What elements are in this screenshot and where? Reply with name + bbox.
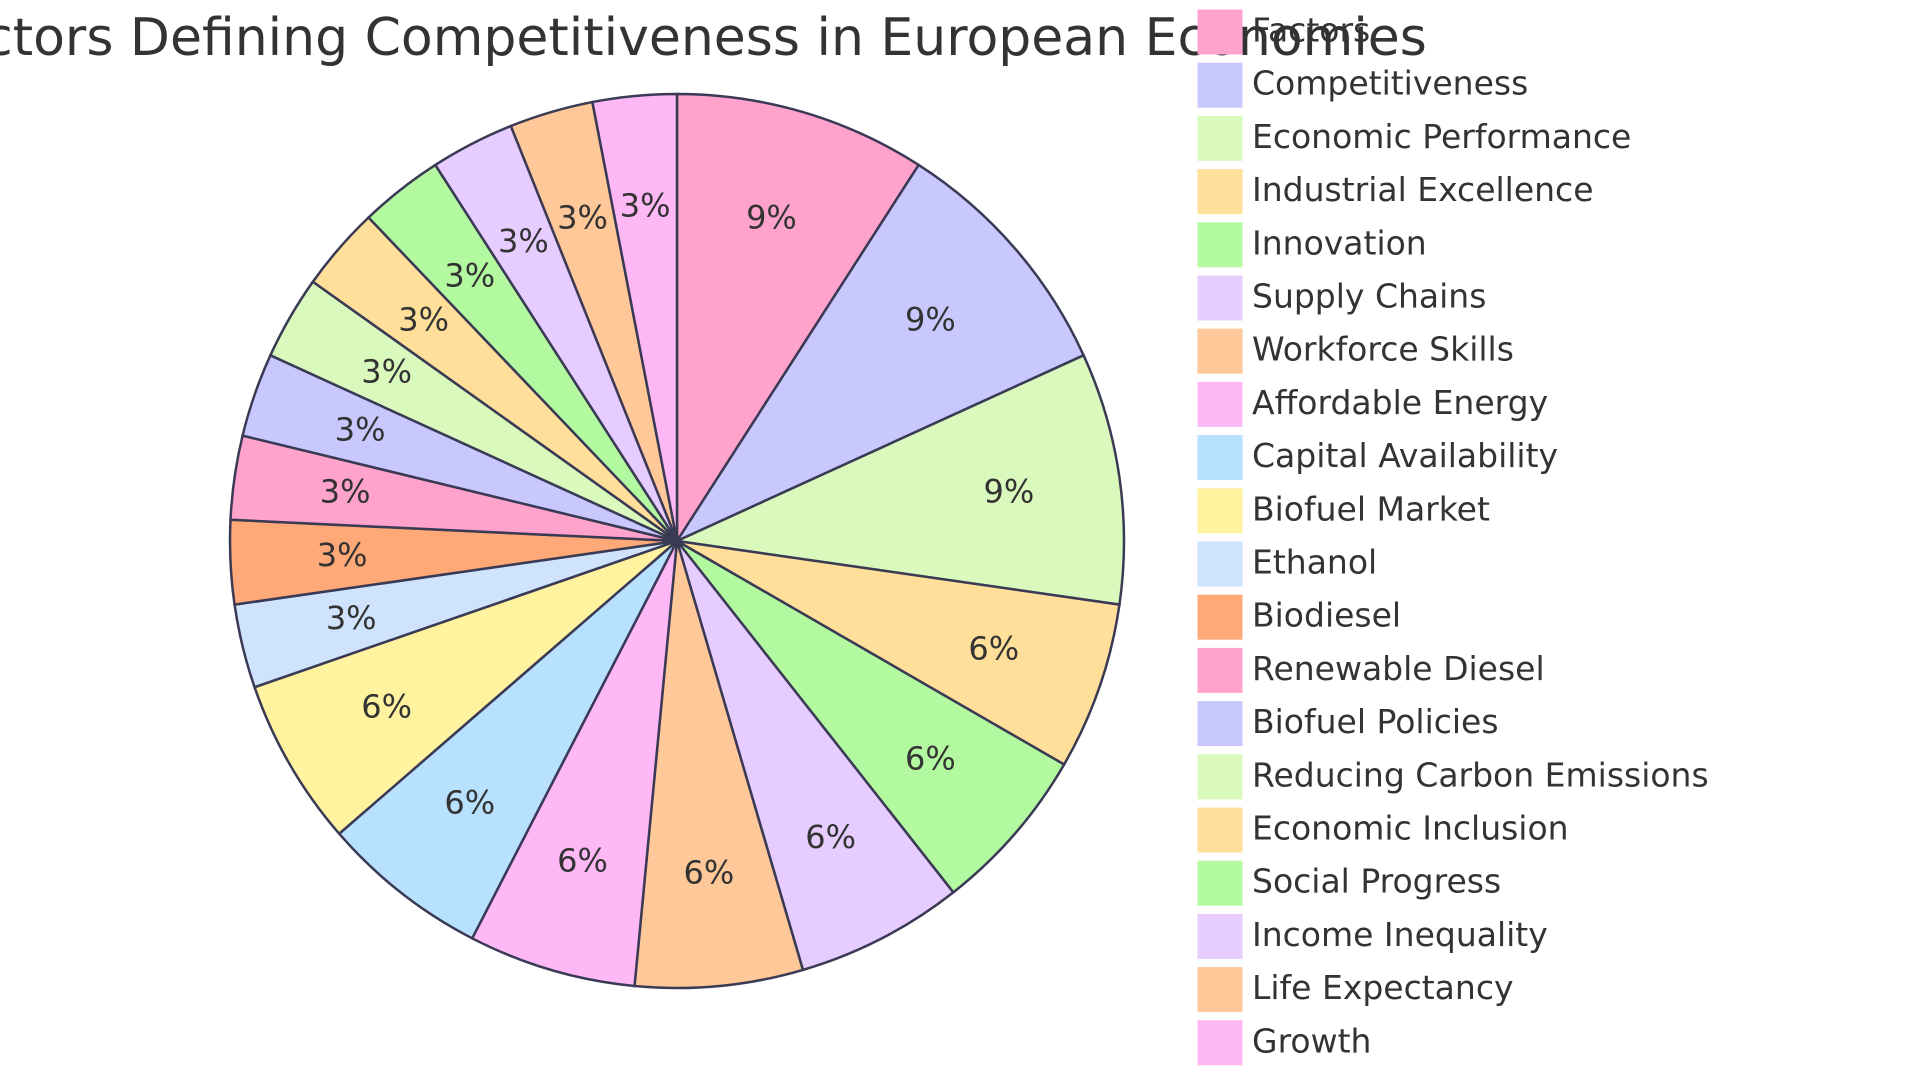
legend-label: Workforce Skills	[1252, 330, 1514, 369]
slice-label: 6%	[905, 740, 956, 778]
pie-slice	[675, 540, 956, 972]
legend-label: Social Progress	[1252, 862, 1501, 901]
legend-label: Innovation	[1252, 223, 1427, 262]
slice-label: 9%	[983, 472, 1034, 510]
legend-label: Industrial Excellence	[1252, 170, 1594, 209]
pie-slice	[590, 92, 679, 542]
slice-label: 6%	[683, 854, 734, 892]
slice-label: 6%	[805, 818, 856, 856]
legend-label: Growth	[1252, 1021, 1371, 1060]
legend-swatch	[1197, 860, 1243, 906]
legend-label: Renewable Diesel	[1252, 649, 1545, 688]
legend-swatch	[1197, 1020, 1243, 1066]
legend-swatch	[1197, 754, 1243, 800]
legend-label: Economic Performance	[1252, 117, 1631, 156]
legend-label: Reducing Carbon Emissions	[1252, 755, 1709, 794]
pie-slice	[673, 163, 1086, 544]
slice-label: 3%	[444, 256, 495, 294]
slice-label: 6%	[444, 784, 495, 822]
slice-label: 3%	[498, 222, 549, 260]
legend-label: Economic Inclusion	[1252, 809, 1569, 848]
legend-swatch	[1197, 169, 1243, 215]
legend-swatch	[1197, 275, 1243, 321]
legend-swatch	[1197, 115, 1243, 161]
legend-swatch	[1197, 435, 1243, 481]
slice-label: 9%	[905, 300, 956, 338]
pie-slice	[672, 353, 1126, 607]
pie-slice	[675, 92, 921, 546]
slice-label: 9%	[746, 198, 797, 236]
legend-label: Capital Availability	[1252, 436, 1558, 475]
legend-swatch	[1197, 541, 1243, 587]
slice-label: 3%	[361, 352, 412, 390]
slice-label: 3%	[320, 472, 371, 510]
legend-swatch	[1197, 62, 1243, 108]
legend-swatch	[1197, 913, 1243, 959]
pie-slice	[633, 540, 805, 990]
slice-label: 3%	[620, 186, 671, 224]
legend-label: Affordable Energy	[1252, 383, 1548, 422]
legend-swatch	[1197, 807, 1243, 853]
legend-swatch	[1197, 647, 1243, 693]
slice-label: 3%	[317, 536, 368, 574]
legend-swatch	[1197, 488, 1243, 534]
legend-label: Life Expectancy	[1252, 968, 1514, 1007]
legend-label: Factors	[1252, 11, 1370, 50]
legend-label: Biodiesel	[1252, 596, 1401, 635]
slice-label: 6%	[361, 688, 412, 726]
pie-slice	[337, 540, 679, 940]
pie-slice	[676, 539, 1066, 895]
pie-slice	[470, 540, 679, 988]
legend-label: Biofuel Market	[1252, 489, 1490, 528]
slice-label: 3%	[557, 198, 608, 236]
legend-label: Supply Chains	[1252, 277, 1486, 316]
legend-swatch	[1197, 328, 1243, 374]
legend-label: Income Inequality	[1252, 915, 1548, 954]
legend-swatch	[1197, 967, 1243, 1013]
legend-swatch	[1197, 594, 1243, 640]
legend-swatch	[1197, 9, 1243, 55]
legend-label: Ethanol	[1252, 543, 1377, 582]
slice-label: 3%	[326, 599, 377, 637]
chart-title: Factors Defining Competitiveness in Euro…	[0, 8, 1427, 68]
legend-label: Biofuel Policies	[1252, 702, 1499, 741]
pie-slice	[676, 539, 1121, 767]
legend-label: Competitiveness	[1252, 64, 1528, 103]
slice-label: 3%	[335, 410, 386, 448]
pie-slice	[252, 539, 678, 836]
slice-label: 3%	[398, 300, 449, 338]
legend-swatch	[1197, 381, 1243, 427]
legend-swatch	[1197, 701, 1243, 747]
legend-swatch	[1197, 222, 1243, 268]
pie	[228, 92, 1126, 990]
slice-label: 6%	[968, 630, 1019, 668]
slice-label: 6%	[557, 842, 608, 880]
